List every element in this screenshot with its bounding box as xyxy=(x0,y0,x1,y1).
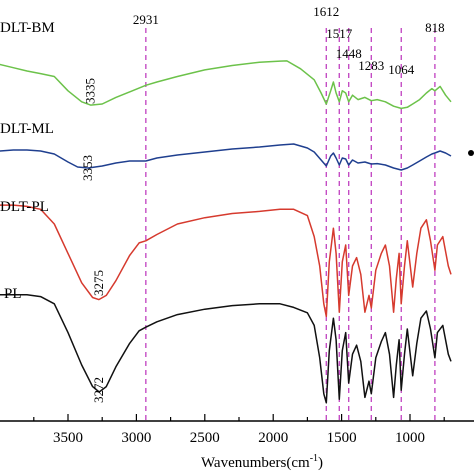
peak-label: 1064 xyxy=(388,62,415,77)
peak-label: 1612 xyxy=(313,4,339,19)
series-line-dlt-bm xyxy=(0,60,452,110)
series-line-pl xyxy=(0,294,452,404)
x-tick-label: 2500 xyxy=(190,430,220,446)
x-tick-label: 2000 xyxy=(258,430,288,446)
peak-label: 1283 xyxy=(358,58,384,73)
series-label: DLT-PL xyxy=(0,199,49,215)
x-axis-title-main: Wavenumbers(cm xyxy=(201,455,310,471)
series-line-dlt-pl xyxy=(0,204,452,318)
x-tick-label: 3000 xyxy=(121,430,151,446)
peak-label-vertical: 3353 xyxy=(80,155,95,181)
x-axis-title-close: ) xyxy=(318,455,323,471)
marker-dot xyxy=(468,150,474,156)
x-tick-label: 3500 xyxy=(53,430,83,446)
peak-label: 1448 xyxy=(336,46,362,61)
peak-label-vertical: 3275 xyxy=(91,270,106,296)
peak-label: 2931 xyxy=(133,12,159,27)
x-axis-title: Wavenumbers(cm-1) xyxy=(201,453,323,471)
peak-label-vertical: 3335 xyxy=(83,78,98,104)
x-tick-label: 1500 xyxy=(327,430,357,446)
peak-label-vertical: 3272 xyxy=(91,377,106,403)
series-label: PL xyxy=(4,286,22,302)
peak-label: 1517 xyxy=(326,26,353,41)
series-label: DLT-BM xyxy=(0,20,55,36)
series-labels: DLT-BM DLT-ML DLT-PL PL xyxy=(0,20,55,302)
spectra xyxy=(0,60,452,404)
reference-lines xyxy=(145,28,436,421)
series-label: DLT-ML xyxy=(0,121,54,137)
x-axis: 3500 3000 2500 2000 1500 1000 xyxy=(0,150,474,446)
peak-label: 818 xyxy=(425,20,445,35)
x-tick-label: 1000 xyxy=(395,430,425,446)
series-line-dlt-ml xyxy=(0,143,452,171)
x-axis-title-sup: -1 xyxy=(310,453,318,464)
